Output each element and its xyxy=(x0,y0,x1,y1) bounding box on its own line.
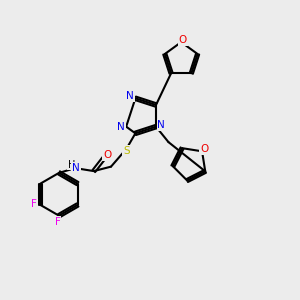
Text: N: N xyxy=(117,122,125,132)
Text: H: H xyxy=(68,160,76,170)
Text: O: O xyxy=(178,35,187,45)
Text: N: N xyxy=(126,91,134,101)
Text: F: F xyxy=(55,217,61,227)
Text: O: O xyxy=(200,144,208,154)
Text: O: O xyxy=(103,150,111,160)
Text: N: N xyxy=(158,120,165,130)
Text: S: S xyxy=(123,146,130,156)
Text: F: F xyxy=(31,200,37,209)
Text: N: N xyxy=(72,163,80,172)
